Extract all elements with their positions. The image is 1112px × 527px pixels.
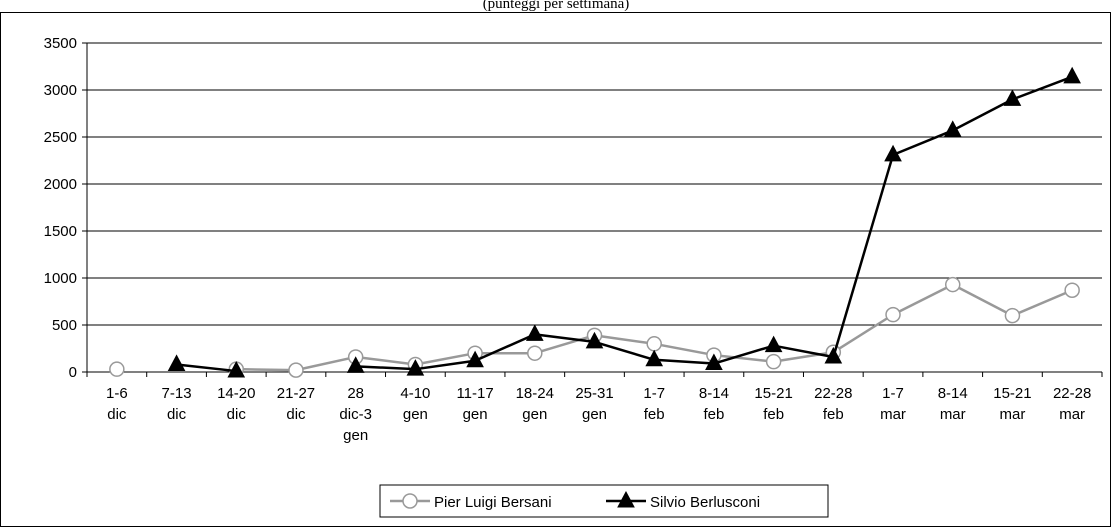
x-tick-label-line: dic-3 [339,406,372,423]
x-tick-label-line: gen [582,406,607,423]
y-tick-label: 2000 [44,176,77,193]
data-point [946,278,960,292]
data-point [289,363,303,377]
x-tick-label-line: dic [107,406,127,423]
x-tick-label-line: mar [880,406,906,423]
y-tick-label: 500 [52,317,77,334]
x-tick-label-line: feb [644,406,665,423]
data-point [528,346,542,360]
y-tick-label: 3500 [44,35,77,52]
y-tick-label: 1500 [44,223,77,240]
x-tick-label-line: feb [763,406,784,423]
x-tick-label-line: dic [167,406,187,423]
y-tick-label: 2500 [44,129,77,146]
x-tick-label-line: 18-24 [516,385,554,402]
x-tick-label-line: dic [286,406,306,423]
y-tick-label: 1000 [44,270,77,287]
x-tick-label-line: 4-10 [400,385,430,402]
x-tick-label-line: 22-28 [1053,385,1091,402]
x-tick-label-line: 1-7 [643,385,665,402]
data-point [1065,283,1079,297]
x-tick-label-line: dic [227,406,247,423]
x-tick-label-line: 14-20 [217,385,255,402]
x-tick-label-line: feb [703,406,724,423]
series-line-segment [236,369,296,370]
x-tick-label-line: gen [463,406,488,423]
legend-entry-label: Silvio Berlusconi [650,494,760,511]
x-tick-label-line: gen [522,406,547,423]
data-point [1005,309,1019,323]
legend-entry-label: Pier Luigi Bersani [434,494,552,511]
x-tick-label-line: 7-13 [162,385,192,402]
x-tick-label-line: 1-7 [882,385,904,402]
x-tick-label-line: 28 [347,385,364,402]
data-point [886,308,900,322]
x-tick-label-line: 22-28 [814,385,852,402]
legend: Pier Luigi Bersani Silvio Berlusconi [380,485,828,517]
data-point [647,337,661,351]
x-tick-label-line: 15-21 [993,385,1031,402]
x-tick-label-line: 25-31 [575,385,613,402]
x-tick-label-line: feb [823,406,844,423]
x-tick-label-line: mar [1000,406,1026,423]
legend-marker-circle [403,494,417,508]
x-tick-label-line: gen [343,427,368,444]
y-tick-label: 3000 [44,82,77,99]
y-tick-label: 0 [69,364,77,381]
x-tick-label-line: 21-27 [277,385,315,402]
x-tick-label-line: 1-6 [106,385,128,402]
data-point [767,355,781,369]
x-tick-label-line: 8-14 [699,385,729,402]
x-tick-label-line: 15-21 [754,385,792,402]
x-tick-label-line: gen [403,406,428,423]
chart-subtitle: (punteggi per settimana) [483,0,630,12]
x-tick-label-line: 11-17 [456,385,493,402]
data-point [110,362,124,376]
x-tick-label-line: mar [1059,406,1085,423]
x-tick-label-line: 8-14 [938,385,968,402]
x-tick-label-line: mar [940,406,966,423]
